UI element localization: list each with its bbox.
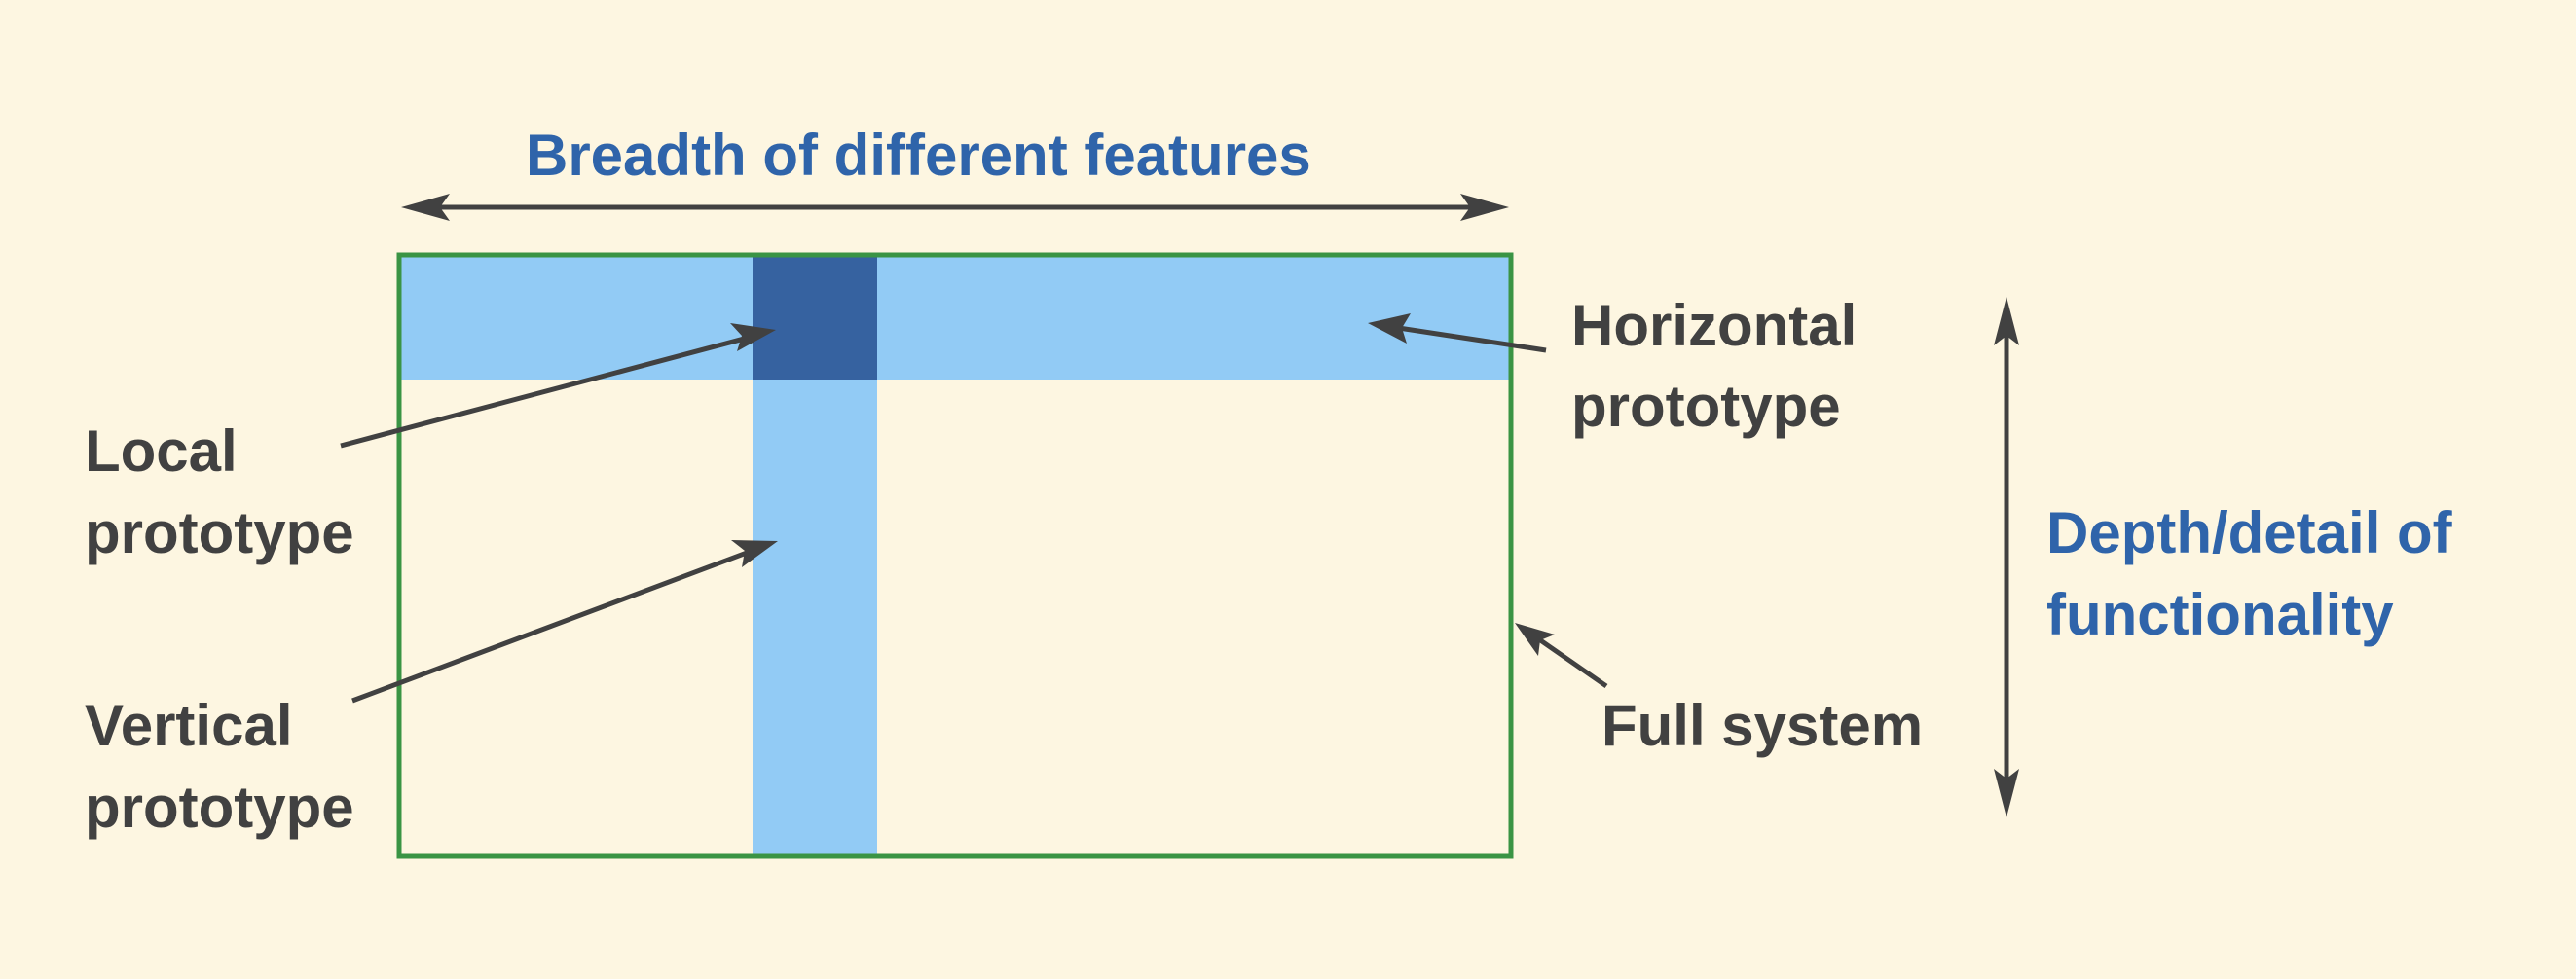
local-prototype-label-line1: Local [85, 418, 238, 484]
full-system-label: Full system [1601, 693, 1923, 758]
horizontal-prototype-label-line1: Horizontal [1571, 293, 1857, 358]
breadth-axis-label: Breadth of different features [526, 123, 1311, 188]
vertical-prototype-label-line2: prototype [85, 775, 354, 840]
depth-axis-label-line2: functionality [2046, 582, 2394, 647]
local-prototype-cell [753, 255, 877, 380]
full-system-frame [396, 252, 1514, 859]
local-pointer-arrow [340, 323, 776, 449]
vertical-pointer-arrow [351, 540, 778, 704]
horizontal-prototype-band [399, 255, 1511, 380]
breadth-double-arrow [401, 194, 1509, 221]
depth-axis-label-line1: Depth/detail of [2046, 500, 2453, 565]
full-system-pointer-arrow [1515, 623, 1608, 689]
local-prototype-label-line2: prototype [85, 500, 354, 565]
horizontal-pointer-arrow [1368, 313, 1547, 353]
horizontal-prototype-label-line2: prototype [1571, 374, 1841, 439]
vertical-prototype-label-line1: Vertical [85, 693, 293, 758]
depth-double-arrow [1994, 297, 2019, 817]
